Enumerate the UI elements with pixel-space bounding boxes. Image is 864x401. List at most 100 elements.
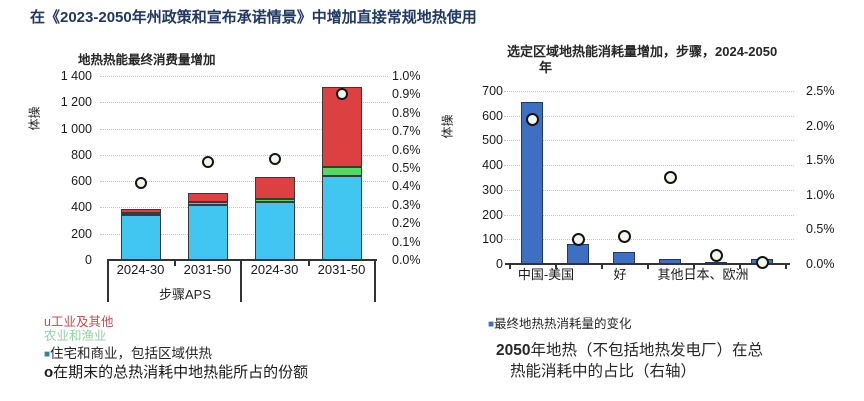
bar-segment-residential — [187, 204, 228, 260]
share-marker — [710, 249, 723, 262]
right-chart-gridline — [504, 91, 794, 92]
right-chart-axis-tick-mark — [647, 264, 649, 269]
legend-item-agriculture-label: 农业和渔业 — [44, 329, 107, 343]
right-chart-secondary-y-tick: 2.5% — [806, 84, 835, 98]
right-chart-y-tick: 100 — [482, 232, 503, 247]
bar-segment-industry — [321, 86, 362, 168]
left-chart-x-tick: 2031-50 — [183, 262, 232, 277]
legend-item-agriculture: 农业和渔业 — [44, 325, 107, 344]
left-chart-y-tick: 400 — [71, 200, 92, 215]
left-chart-secondary-y-tick: 0.1% — [392, 234, 421, 249]
right-chart-title-years: 2024-2050 — [715, 44, 778, 59]
legend-item-final-consumption: ■最终地热热消耗量的变化 — [488, 313, 632, 332]
right-chart-x-tick: 其他日本、欧洲 — [657, 267, 749, 282]
right-chart-y-tick: 0 — [496, 257, 503, 271]
bar-segment-residential — [254, 202, 295, 260]
bar-segment-residential — [321, 175, 362, 260]
share-marker — [756, 255, 769, 269]
right-chart-y-tick: 400 — [482, 158, 503, 173]
right-chart-secondary-y-tick: 1.0% — [806, 187, 835, 202]
share-marker — [268, 152, 281, 165]
left-chart-secondary-y-tick: 0.3% — [392, 197, 421, 212]
right-chart-gridline — [504, 140, 794, 142]
right-chart-y-tick: 300 — [482, 182, 503, 197]
left-chart-y-tick: 1 400 — [60, 69, 92, 83]
share-circle-icon: o — [44, 364, 54, 381]
caption-year: 2050 — [496, 342, 531, 359]
industry-series-marker: u — [44, 315, 51, 329]
left-chart-x-axis — [107, 258, 377, 261]
share-marker — [618, 230, 631, 244]
consumption-bar — [567, 244, 589, 264]
left-chart-axis-tick-mark — [174, 260, 176, 266]
left-chart-gridline — [100, 102, 388, 104]
right-chart-y-tick: 700 — [482, 84, 503, 98]
bar-segment-industry — [254, 177, 295, 200]
right-chart-gridline — [504, 115, 794, 117]
share-marker — [134, 176, 147, 189]
left-chart-group-divider — [107, 260, 109, 302]
right-chart-secondary-y-tick: 0.5% — [806, 222, 835, 237]
left-chart-y-tick: 600 — [71, 174, 92, 189]
left-chart-y-tick: 200 — [71, 226, 92, 241]
left-chart-y-tick: 1 200 — [60, 95, 92, 110]
right-chart-axis-tick-mark — [693, 264, 695, 269]
bar-segment-agriculture — [187, 202, 228, 205]
right-chart-axis-tick-mark — [555, 264, 557, 269]
left-chart-secondary-y-tick: 0.0% — [392, 253, 421, 267]
bar-segment-agriculture — [254, 199, 295, 203]
right-chart-caption: 2050年地热（不包括地热发电厂）在总 热能消耗中的占比（右轴） — [496, 340, 763, 382]
left-chart-gridline — [100, 128, 388, 130]
share-marker — [335, 88, 348, 101]
left-chart-gridline — [100, 181, 388, 183]
left-chart-secondary-y-tick: 0.4% — [392, 179, 421, 194]
left-chart-title: 地热热能最终消费量增加 — [78, 53, 216, 67]
residential-square-icon: ■ — [44, 349, 51, 360]
bar-segment-agriculture — [321, 167, 362, 176]
legend-item-industry-label: 工业及其他 — [50, 315, 114, 329]
legend-item-industry: u工业及其他 — [44, 311, 113, 330]
right-chart-axis-tick-mark — [601, 264, 603, 269]
right-chart-gridline — [504, 214, 794, 216]
right-chart-secondary-y-tick: 2.0% — [806, 118, 835, 133]
right-chart-y-axis-label: 体操 — [440, 114, 455, 139]
left-chart-x-tick: 2031-50 — [317, 262, 366, 277]
legend-item-share: o在期末的总热消耗中地热能所占的份额 — [44, 361, 308, 382]
share-marker — [572, 233, 585, 247]
right-chart-axis-tick-mark — [785, 264, 787, 269]
caption-line1: 年地热（不包括地热发电厂）在总 — [530, 342, 763, 359]
left-chart-y-tick: 0 — [85, 253, 92, 267]
share-marker — [201, 156, 214, 169]
right-chart-x-axis — [505, 262, 790, 265]
right-chart-axis-tick-mark — [739, 264, 741, 269]
left-chart-secondary-y-tick: 0.7% — [392, 124, 421, 139]
left-chart-x-tick: 2024-30 — [116, 262, 165, 277]
right-chart-gridline — [504, 189, 794, 191]
left-chart-y-tick: 800 — [71, 147, 92, 162]
left-chart-group-divider — [240, 260, 242, 302]
right-chart-x-tick: 中国-美国 — [517, 267, 575, 282]
bar-segment-industry — [187, 192, 228, 203]
left-chart-secondary-y-tick: 0.8% — [392, 105, 421, 120]
right-chart-title-line2: 年 — [539, 59, 553, 75]
right-chart-secondary-y-tick: 1.5% — [806, 153, 835, 168]
consumption-bar — [521, 102, 543, 264]
bar-segment-agriculture — [120, 213, 161, 216]
right-chart-gridline — [504, 239, 794, 241]
left-chart-secondary-y-tick: 1.0% — [392, 69, 421, 83]
right-chart-x-tick: 好 — [613, 267, 627, 282]
right-chart-title: 选定区域地热能消耗量增加，步骤，2024-2050 年 — [507, 44, 859, 75]
right-chart-title-text: 选定区域地热能消耗量增加，步骤， — [507, 44, 716, 59]
right-chart-secondary-y-tick: 0.0% — [806, 257, 835, 271]
share-marker — [664, 170, 677, 184]
left-chart-y-tick: 1 000 — [60, 121, 92, 136]
left-chart-gridline — [100, 154, 388, 156]
right-chart-axis-tick-mark — [509, 264, 511, 269]
left-chart-scenario-group-label: 步骤APS — [158, 287, 211, 302]
left-chart-gridline — [100, 233, 388, 235]
legend-item-final-consumption-label: 最终地热热消耗量的变化 — [494, 317, 632, 331]
left-chart-gridline — [100, 76, 388, 77]
share-marker — [526, 112, 539, 126]
right-chart-y-tick: 600 — [482, 108, 503, 123]
left-chart-group-divider — [374, 260, 376, 302]
